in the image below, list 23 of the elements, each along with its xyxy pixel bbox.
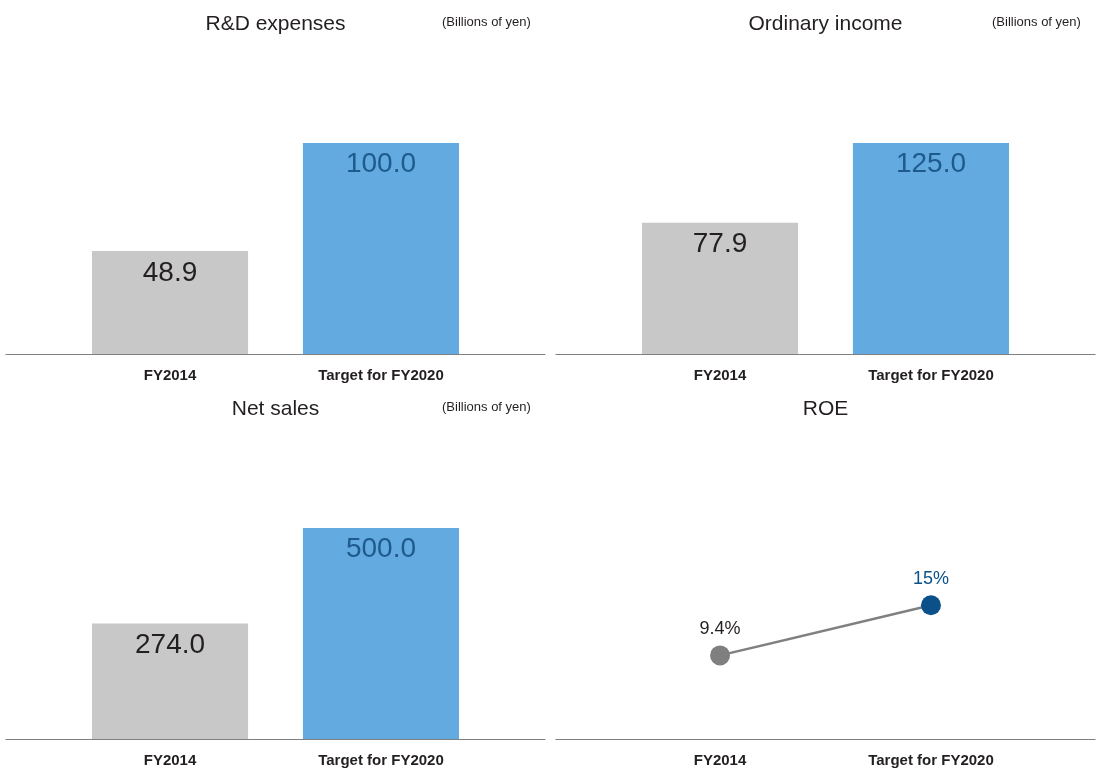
data-label: 77.9 [692,227,748,259]
data-label: 500.0 [345,532,417,564]
x-tick-label: FY2014 [143,365,197,383]
chart-subtitle: (Billions of yen) [442,399,531,415]
x-tick-label: Target for FY2020 [318,750,444,768]
x-tick-label: Target for FY2020 [868,750,994,768]
x-tick-label: Target for FY2020 [868,365,994,383]
chart-title: ROE [802,395,849,419]
x-tick-label: Target for FY2020 [318,365,444,383]
x-tick-label: FY2014 [693,365,747,383]
x-tick-label: FY2014 [693,750,747,768]
x-tick-label: FY2014 [143,750,197,768]
data-label: 100.0 [345,147,417,179]
data-label: 125.0 [895,147,967,179]
chart-subtitle: (Billions of yen) [442,14,531,30]
data-label: 15% [912,567,949,588]
data-label: 48.9 [142,255,198,287]
chart-title: R&D expenses [205,10,346,34]
data-label: 274.0 [135,628,206,660]
chart-title: Net sales [231,395,320,419]
chart-subtitle: (Billions of yen) [992,14,1081,30]
chart-title: Ordinary income [748,10,903,34]
data-label: 9.4% [699,617,741,638]
